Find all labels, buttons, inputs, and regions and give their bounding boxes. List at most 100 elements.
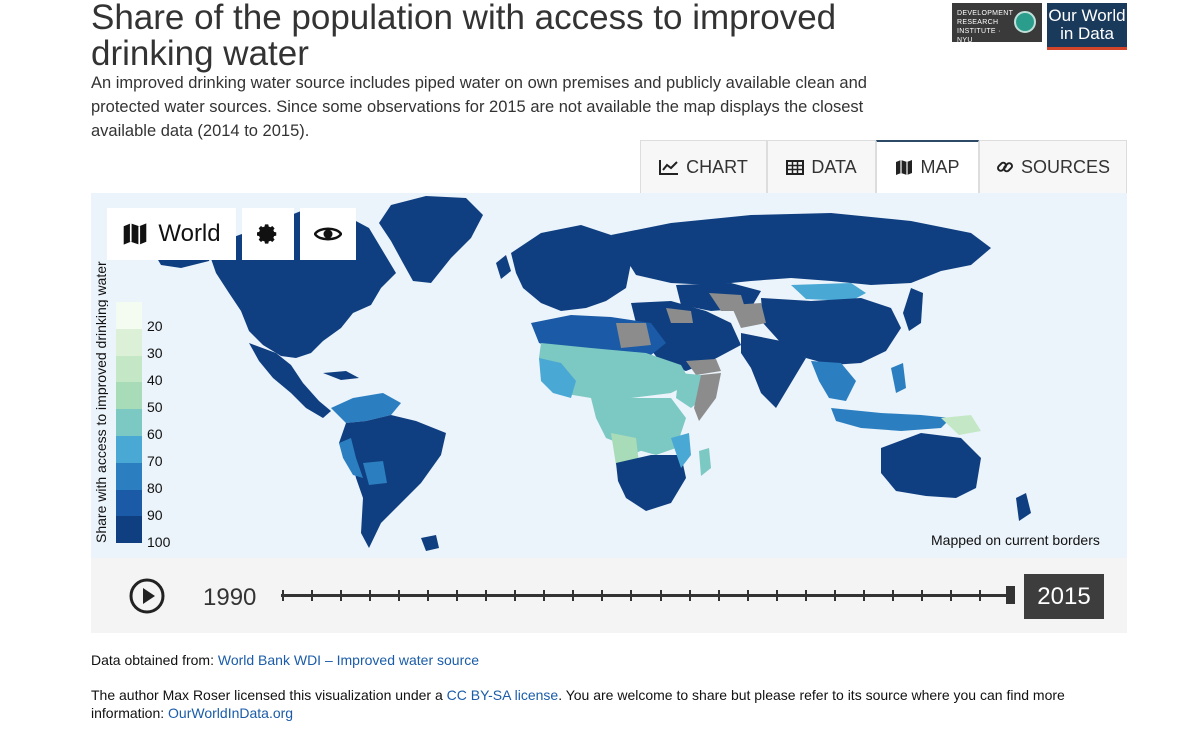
country-angola — [611, 433, 639, 465]
country-japan — [903, 288, 923, 331]
settings-button[interactable] — [242, 208, 294, 260]
timeline-tick[interactable] — [833, 590, 836, 601]
timeline-tick[interactable] — [282, 590, 284, 601]
legend-label: 70 — [147, 453, 163, 469]
country-libya — [616, 323, 651, 348]
legend-label: 40 — [147, 372, 163, 388]
timeline-tick[interactable] — [891, 590, 894, 601]
timeline-tick[interactable] — [630, 590, 633, 601]
timeline-tick[interactable] — [369, 590, 372, 601]
legend-swatches — [116, 302, 142, 544]
site-link[interactable]: OurWorldInData.org — [168, 705, 294, 721]
country-somalia — [694, 373, 721, 421]
country-new-zealand — [1016, 493, 1031, 521]
timeline-tick[interactable] — [340, 590, 343, 601]
map-borders-note: Mapped on current borders — [931, 532, 1100, 548]
page-subtitle: An improved drinking water source includ… — [91, 74, 867, 140]
country-middle-east — [631, 301, 741, 371]
country-south-america — [339, 415, 446, 548]
tab-data[interactable]: DATA — [767, 140, 876, 193]
map-icon — [124, 223, 147, 245]
country-cuba — [323, 371, 359, 380]
timeline-tick[interactable] — [398, 590, 401, 601]
legend-swatch — [116, 489, 142, 517]
timeline-start-year: 1990 — [203, 584, 257, 611]
timeline-tick[interactable] — [804, 590, 807, 601]
timeline-tick[interactable] — [543, 590, 546, 601]
timeline-tick[interactable] — [978, 590, 981, 601]
country-russia — [611, 213, 991, 285]
timeline-tick[interactable] — [456, 590, 459, 601]
country-mongolia — [791, 283, 866, 301]
country-yemen — [686, 359, 721, 375]
chart-icon — [659, 160, 679, 175]
legend-label: 60 — [147, 426, 163, 442]
country-antarctica-tip — [421, 535, 439, 551]
timeline-tick[interactable] — [601, 590, 604, 601]
dri-logo[interactable]: DEVELOPMENT RESEARCH INSTITUTE · NYU — [952, 3, 1042, 44]
country-southeast-asia — [811, 361, 856, 401]
country-mozambique — [671, 433, 691, 468]
country-papua-new-guinea — [941, 415, 981, 435]
license-line: The author Max Roser licensed this visua… — [91, 687, 1065, 721]
legend-swatch — [116, 382, 142, 410]
source-link[interactable]: World Bank WDI – Improved water source — [217, 652, 480, 668]
timeline-tick[interactable] — [427, 590, 430, 601]
legend-label: 20 — [147, 318, 163, 334]
tab-map[interactable]: MAP — [876, 140, 979, 193]
region-selector[interactable]: World — [107, 208, 236, 260]
legend-swatch — [116, 355, 142, 383]
timeline-tick[interactable] — [485, 590, 488, 601]
gear-icon — [257, 224, 277, 244]
tab-sources[interactable]: SOURCES — [979, 140, 1127, 193]
tab-chart[interactable]: CHART — [640, 140, 767, 193]
country-west-africa — [539, 358, 576, 398]
table-icon — [786, 159, 805, 175]
play-icon[interactable] — [129, 578, 165, 614]
legend-swatch — [116, 435, 142, 463]
page-title: Share of the population with access to i… — [91, 0, 837, 73]
country-china — [761, 298, 901, 365]
timeline-tick[interactable] — [949, 590, 952, 601]
country-sahel — [539, 343, 691, 398]
timeline-tick[interactable] — [688, 590, 691, 601]
timeline-tick[interactable] — [659, 590, 662, 601]
legend-swatch — [116, 302, 142, 329]
country-syria-iraq — [666, 308, 693, 323]
country-europe — [511, 225, 631, 311]
timeline-tick[interactable] — [920, 590, 923, 601]
visibility-toggle[interactable] — [300, 208, 356, 260]
timeline-tick[interactable] — [746, 590, 749, 601]
legend-swatch — [116, 516, 142, 544]
country-colombia-venezuela — [331, 393, 401, 423]
country-australia — [881, 433, 981, 498]
owid-logo[interactable]: Our World in Data — [1047, 3, 1127, 50]
link-icon — [996, 161, 1013, 173]
legend-label: 90 — [147, 507, 163, 523]
dri-emblem-icon — [1014, 11, 1036, 33]
country-mexico-central-america — [249, 343, 331, 418]
map-icon — [896, 160, 913, 175]
legend-swatch — [116, 328, 142, 356]
country-bolivia — [363, 461, 387, 485]
timeline-tick[interactable] — [514, 590, 517, 601]
country-peru — [339, 438, 363, 478]
country-indonesia — [831, 408, 951, 431]
legend-label: 30 — [147, 345, 163, 361]
country-philippines — [891, 363, 906, 393]
timeline-tick[interactable] — [311, 590, 314, 601]
timeline-slider-handle[interactable] — [1006, 586, 1015, 604]
legend-label: 100 — [147, 534, 171, 550]
country-greenland — [379, 196, 483, 283]
legend-label: 50 — [147, 399, 163, 415]
timeline-tick[interactable] — [572, 590, 575, 601]
timeline-tick[interactable] — [862, 590, 865, 601]
legend-labels: 20 30 40 50 60 70 80 90 100 — [147, 318, 170, 561]
timeline-tick[interactable] — [775, 590, 778, 601]
country-madagascar — [699, 448, 711, 476]
timeline-slider-track[interactable] — [281, 594, 1011, 597]
license-link[interactable]: CC BY-SA license — [446, 687, 559, 703]
timeline-tick[interactable] — [717, 590, 720, 601]
legend-title: Share with access to improved drinking w… — [94, 261, 108, 543]
timeline-end-year: 2015 — [1024, 574, 1104, 619]
